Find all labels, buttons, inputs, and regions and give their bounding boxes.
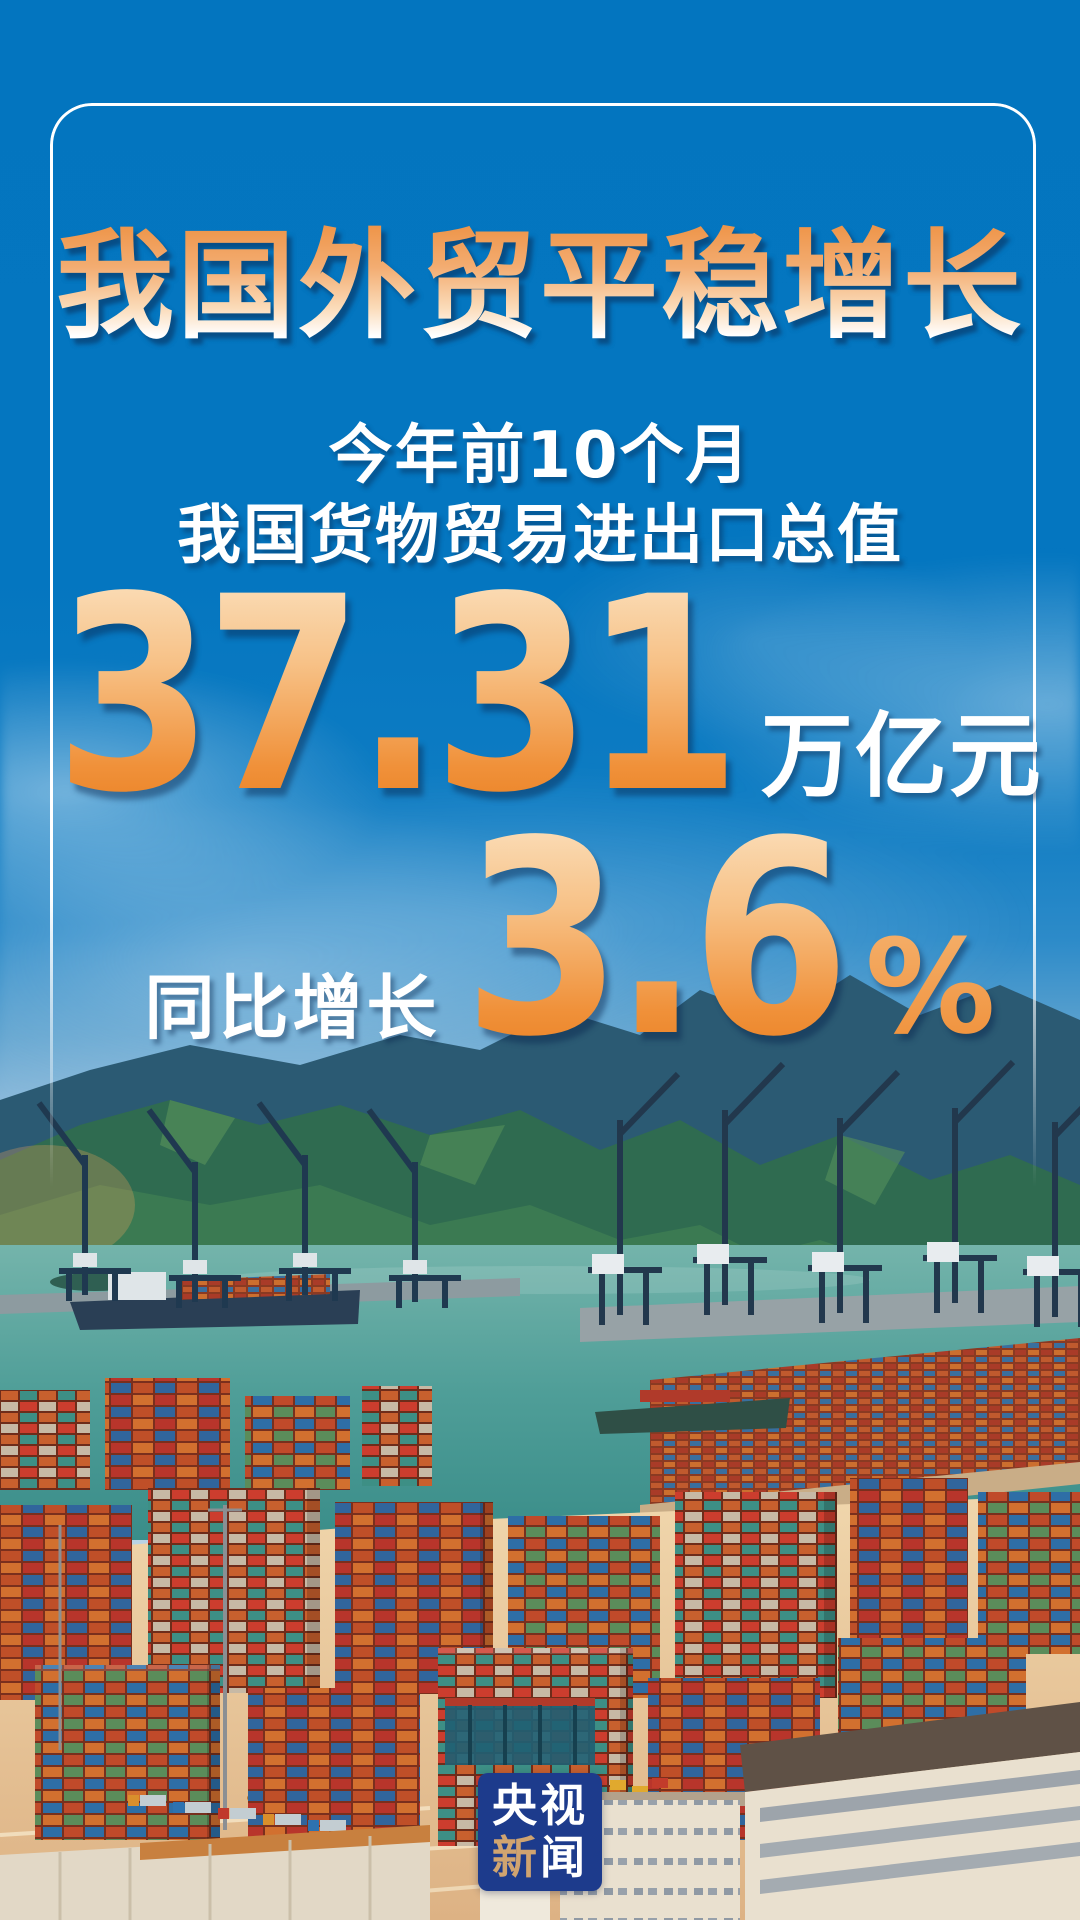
growth-stat-row: 同比增长3.6% — [0, 806, 1080, 1161]
growth-label: 同比增长 — [144, 967, 441, 1049]
port-photo-illustration — [0, 975, 1080, 1920]
main-stat-unit: 万亿元 — [760, 703, 1043, 810]
growth-value: 3.6 — [463, 784, 851, 1096]
metric-text: 我国货物贸易进出口总值 — [177, 499, 903, 573]
left-pier-cranes — [0, 1103, 520, 1330]
port-buildings — [0, 1698, 1080, 1920]
logo-text-row1: 央视 — [491, 1779, 588, 1832]
logo-text-row2: 新闻 — [492, 1832, 588, 1884]
period-text: 今年前10个月 — [328, 419, 752, 493]
poster-title: 我国外贸平稳增长 — [0, 224, 1080, 348]
logo-char-xin: 新 — [491, 1831, 540, 1884]
right-cranes — [580, 1062, 1080, 1342]
main-stat-value: 37.31 — [54, 540, 742, 852]
main-stat-row: 37.31 万亿元 — [0, 562, 1080, 917]
cctv-news-logo: 央视 新闻 — [478, 1773, 602, 1891]
growth-percent-sign: % — [865, 853, 995, 1121]
logo-char-wen: 闻 — [540, 1831, 589, 1884]
blue-crane-structure — [445, 1698, 595, 1765]
